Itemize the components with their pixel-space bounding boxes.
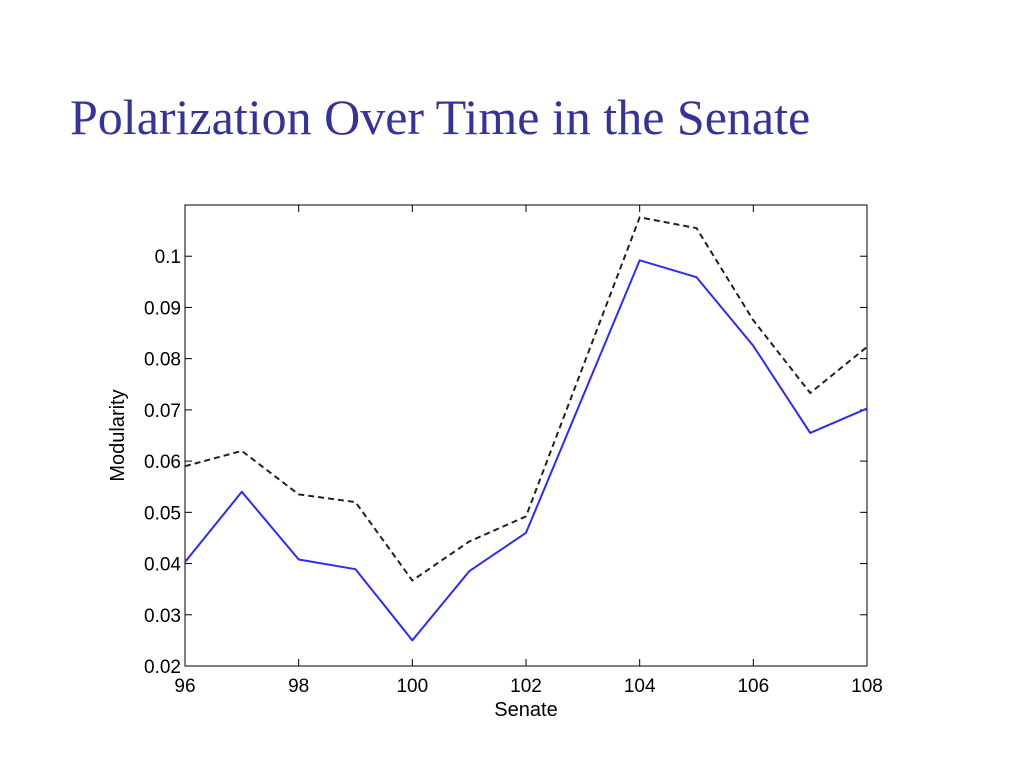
x-tick-label: 96 (174, 676, 195, 697)
y-tick-label: 0.08 (144, 350, 181, 371)
x-tick-label: 108 (851, 676, 883, 697)
plot-frame (184, 204, 868, 667)
y-axis-label: Modularity (107, 389, 129, 481)
x-tick-label: 102 (510, 676, 542, 697)
y-tick-label: 0.05 (144, 503, 181, 524)
x-tick-label: 100 (396, 676, 428, 697)
y-tick-label: 0.02 (144, 657, 181, 678)
y-tick-label: 0.03 (144, 606, 181, 627)
slide-title: Polarization Over Time in the Senate (70, 89, 811, 145)
x-tick-label: 106 (737, 676, 769, 697)
y-axis: 0.02 0.03 0.04 0.05 0.06 0.07 0.08 0.09 0.1 (144, 247, 867, 678)
x-tick-label: 98 (288, 676, 309, 697)
y-tick-label: 0.09 (144, 298, 181, 319)
x-axis-label: Senate (494, 699, 557, 721)
x-axis: 96 98 100 102 104 106 108 (174, 205, 883, 697)
series-line-1 (184, 259, 868, 642)
series-layer (184, 216, 868, 642)
y-tick-label: 0.04 (144, 555, 181, 576)
series-line-2 (184, 216, 868, 582)
y-tick-label: 0.06 (144, 452, 181, 473)
y-tick-label: 0.1 (155, 247, 181, 268)
x-tick-label: 104 (624, 676, 656, 697)
y-tick-label: 0.07 (144, 401, 181, 422)
